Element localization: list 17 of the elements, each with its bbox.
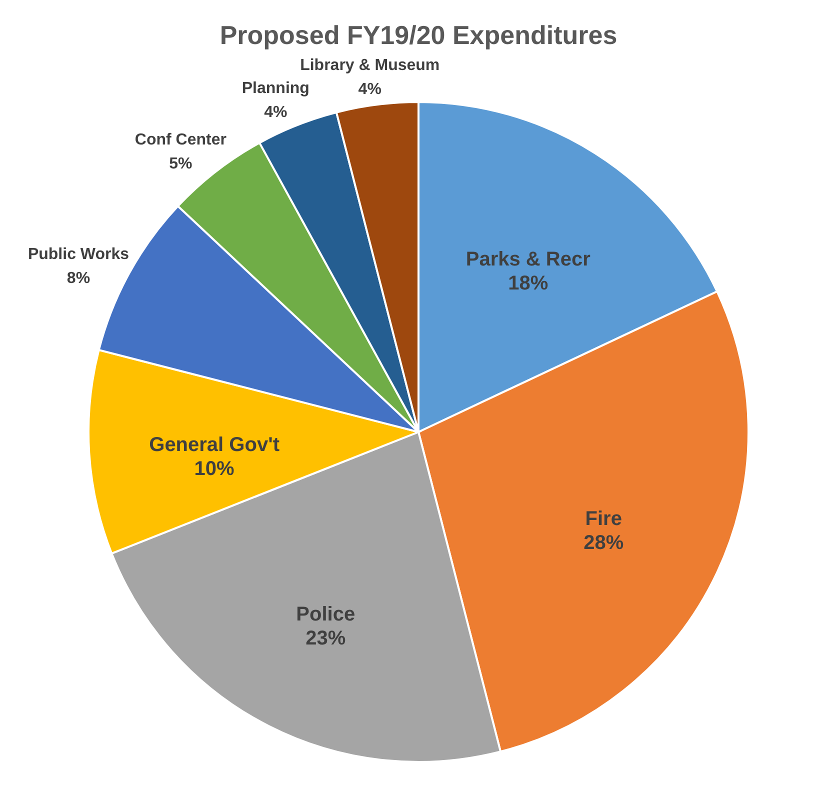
slice-label: Conf Center — [134, 132, 226, 149]
slice-label: Public Works — [28, 246, 130, 263]
slice-label: General Gov't — [149, 434, 280, 456]
slice-label: Fire — [585, 508, 622, 530]
data-label: 4% — [264, 104, 288, 121]
slice-label: Planning — [242, 80, 310, 97]
data-label: 28% — [584, 532, 624, 554]
chart-title: Proposed FY19/20 Expenditures — [220, 20, 618, 50]
data-label: 10% — [194, 458, 235, 480]
data-label: 5% — [169, 156, 192, 173]
data-label: 8% — [66, 270, 90, 287]
data-label: 18% — [508, 272, 548, 294]
data-label: 4% — [358, 80, 382, 98]
slice-label: Police — [296, 603, 356, 626]
data-label: 23% — [306, 627, 346, 650]
slice-label: Parks & Recr — [466, 248, 591, 270]
slice-label: Library & Museum — [300, 56, 440, 74]
